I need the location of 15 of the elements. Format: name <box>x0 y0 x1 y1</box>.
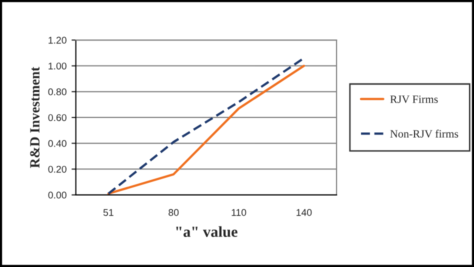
y-tick-label: 0.20 <box>48 166 66 173</box>
y-tick-label: 0.00 <box>48 192 66 199</box>
y-tick-label: 0.60 <box>48 114 66 122</box>
legend-label: Non-RJV firms <box>390 130 458 138</box>
y-tick-label: 0.80 <box>48 88 66 96</box>
y-tick-label: 0.40 <box>48 140 66 147</box>
x-tick-label: 80 <box>168 209 179 216</box>
x-axis-title: "a" value <box>176 226 238 237</box>
y-tick-label: 1.20 <box>48 36 66 44</box>
x-tick-label: 110 <box>232 209 246 216</box>
y-axis-title: R&D Investment <box>30 66 40 168</box>
x-tick-label: 51 <box>103 209 114 216</box>
y-tick-label: 1.00 <box>48 62 66 70</box>
legend-label: RJV Firms <box>390 96 438 104</box>
x-tick-label: 140 <box>296 209 312 216</box>
